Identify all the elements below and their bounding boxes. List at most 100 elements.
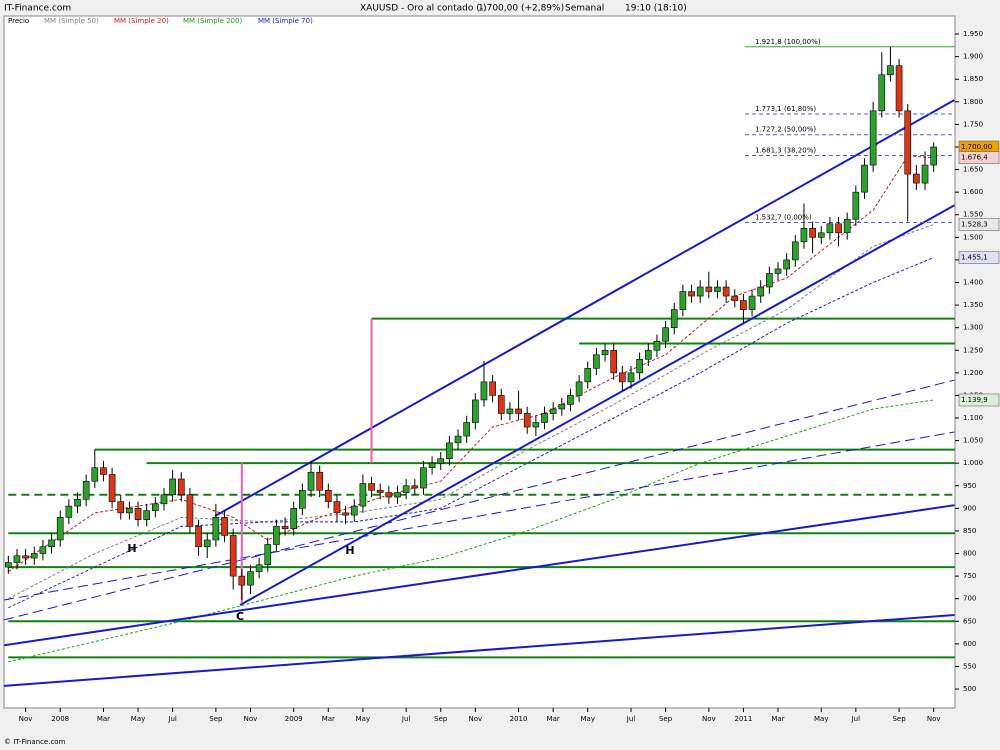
trendline — [4, 613, 955, 687]
candle-body — [247, 571, 254, 586]
y-tick-label: 1.950 — [963, 30, 983, 38]
trendline — [4, 379, 955, 621]
candle-body — [402, 485, 410, 493]
price-tag — [958, 251, 1000, 264]
candle-body — [324, 489, 332, 502]
candle-body — [48, 539, 55, 548]
candle-body — [610, 349, 618, 374]
candle-body — [670, 309, 678, 328]
candle-body — [108, 474, 116, 502]
candle-body — [843, 218, 851, 234]
candle-body — [895, 65, 903, 112]
candle-body — [143, 510, 151, 520]
candle-body — [316, 471, 323, 491]
moving-average — [8, 224, 934, 600]
x-tick-label: Mar — [322, 715, 335, 723]
candle-body — [420, 467, 427, 489]
candle-body — [636, 358, 643, 374]
y-tick-label: 950 — [963, 482, 976, 490]
candle-body — [446, 442, 453, 459]
x-tick-label: Jul — [851, 715, 861, 723]
candle-body — [82, 480, 90, 500]
candle-body — [826, 223, 834, 234]
brand: IT-Finance.com — [4, 4, 71, 14]
x-tick-label: Nov — [244, 715, 258, 723]
candle-body — [368, 483, 375, 491]
candle-body — [887, 65, 894, 76]
candle-body — [921, 164, 929, 184]
y-tick-label: 1.250 — [963, 346, 983, 354]
y-tick-label: 500 — [963, 685, 976, 693]
y-tick-label: 1.550 — [963, 211, 983, 219]
legend-entry: MM (Simple 70) — [258, 17, 313, 25]
candle-body — [385, 492, 393, 498]
candle-body — [255, 564, 263, 572]
x-tick-label: 2009 — [285, 715, 303, 723]
x-tick-label: Mar — [771, 715, 784, 723]
candle-body — [359, 483, 367, 507]
candle-body — [471, 399, 479, 423]
y-tick-label: 1.300 — [963, 324, 983, 332]
candle-body — [748, 295, 756, 310]
price-tag — [958, 218, 1000, 231]
period: Semanal — [565, 4, 604, 14]
fib-label: 1.921,8 (100,00%) — [755, 38, 821, 46]
candle-body — [307, 471, 315, 491]
candle-body — [411, 485, 419, 489]
x-tick-label: 2011 — [735, 715, 753, 723]
candle-body — [567, 395, 574, 405]
y-tick-label: 1.850 — [963, 75, 983, 83]
candle-body — [186, 494, 194, 527]
candle-body — [515, 408, 522, 414]
x-tick-label: May — [131, 715, 145, 723]
price-tag — [958, 393, 1000, 407]
y-tick-label: 900 — [963, 504, 976, 512]
candle-body — [532, 422, 540, 428]
candle-body — [152, 503, 159, 511]
y-tick-label: 650 — [963, 617, 976, 625]
candle-body — [523, 413, 531, 428]
candle-body — [134, 508, 142, 520]
x-tick-label: Sep — [892, 715, 906, 723]
candle-body — [584, 368, 592, 383]
candle-body — [774, 268, 782, 274]
y-tick-label: 1.050 — [963, 437, 983, 445]
candle-body — [350, 505, 358, 516]
candle-body — [342, 512, 349, 516]
candle-body — [376, 489, 384, 493]
candle-body — [904, 110, 912, 175]
candle-body — [100, 467, 107, 475]
candle-body — [766, 273, 773, 288]
x-tick-label: Nov — [19, 715, 33, 723]
y-tick-label: 800 — [963, 550, 976, 558]
candle-body — [783, 259, 790, 270]
candle-body — [878, 74, 886, 112]
candle-body — [679, 291, 687, 310]
candle-body — [541, 413, 548, 423]
legend-entry: MM (Simple 200) — [183, 17, 243, 25]
candle-body — [299, 489, 306, 509]
candle-body — [644, 349, 652, 360]
candle-body — [13, 555, 21, 563]
footer: © IT-Finance.com — [4, 738, 66, 746]
candle-body — [869, 110, 877, 166]
candle-body — [56, 517, 64, 541]
y-tick-label: 1.100 — [963, 414, 983, 422]
candle-body — [740, 300, 747, 310]
candle-body — [480, 381, 488, 401]
candle-body — [593, 354, 600, 369]
trendline — [4, 431, 955, 601]
fib-label: 1.727,2 (50,00%) — [755, 126, 816, 134]
x-tick-label: Mar — [547, 715, 560, 723]
candle-body — [930, 146, 938, 166]
candle-body — [437, 458, 445, 464]
candle-body — [817, 232, 825, 238]
price-info: 1.700,00 (+2,89%) — [478, 4, 564, 14]
candle-body — [722, 286, 730, 297]
candle-body — [835, 223, 842, 234]
annotation: H — [345, 544, 354, 557]
fib-label: 1.532,7 (0,00%) — [755, 214, 812, 222]
x-tick-label: Nov — [468, 715, 482, 723]
candle-body — [696, 286, 704, 297]
